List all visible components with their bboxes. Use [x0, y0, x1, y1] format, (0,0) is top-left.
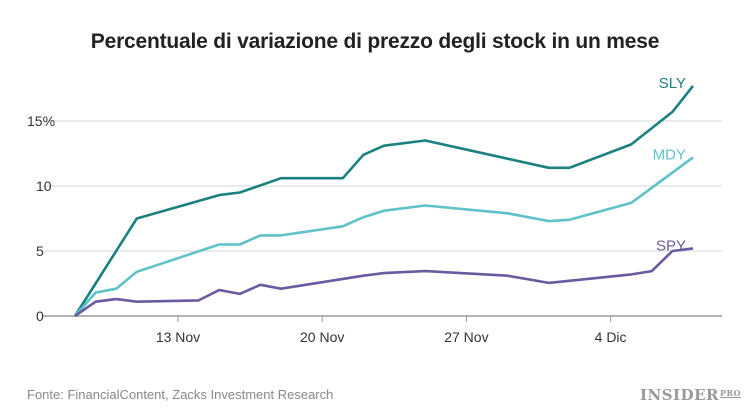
logo-sup: PRO — [719, 388, 742, 398]
series-label-sly: SLY — [659, 75, 686, 92]
chart-title: Percentuale di variazione di prezzo degl… — [90, 30, 660, 53]
x-tick-label: 13 Nov — [156, 329, 200, 345]
series-line-sly — [73, 85, 695, 317]
y-tick-label: 5 — [36, 243, 44, 259]
series-line-spy — [74, 247, 694, 318]
y-tick-label: 15% — [27, 113, 55, 129]
logo-text: INSIDER — [640, 386, 719, 404]
x-tick-label: 4 Dic — [595, 329, 627, 345]
series-label-mdy: MDY — [653, 146, 686, 163]
series-label-spy: SPY — [656, 237, 686, 254]
x-tick-label: 27 Nov — [444, 329, 488, 345]
insider-pro-logo: INSIDERPRO — [640, 386, 741, 404]
source-note: Fonte: FinancialContent, Zacks Investmen… — [27, 387, 334, 402]
series-line-mdy — [74, 156, 694, 317]
y-tick-label: 0 — [36, 308, 44, 324]
x-tick-label: 20 Nov — [300, 329, 344, 345]
y-tick-label: 10 — [36, 178, 52, 194]
